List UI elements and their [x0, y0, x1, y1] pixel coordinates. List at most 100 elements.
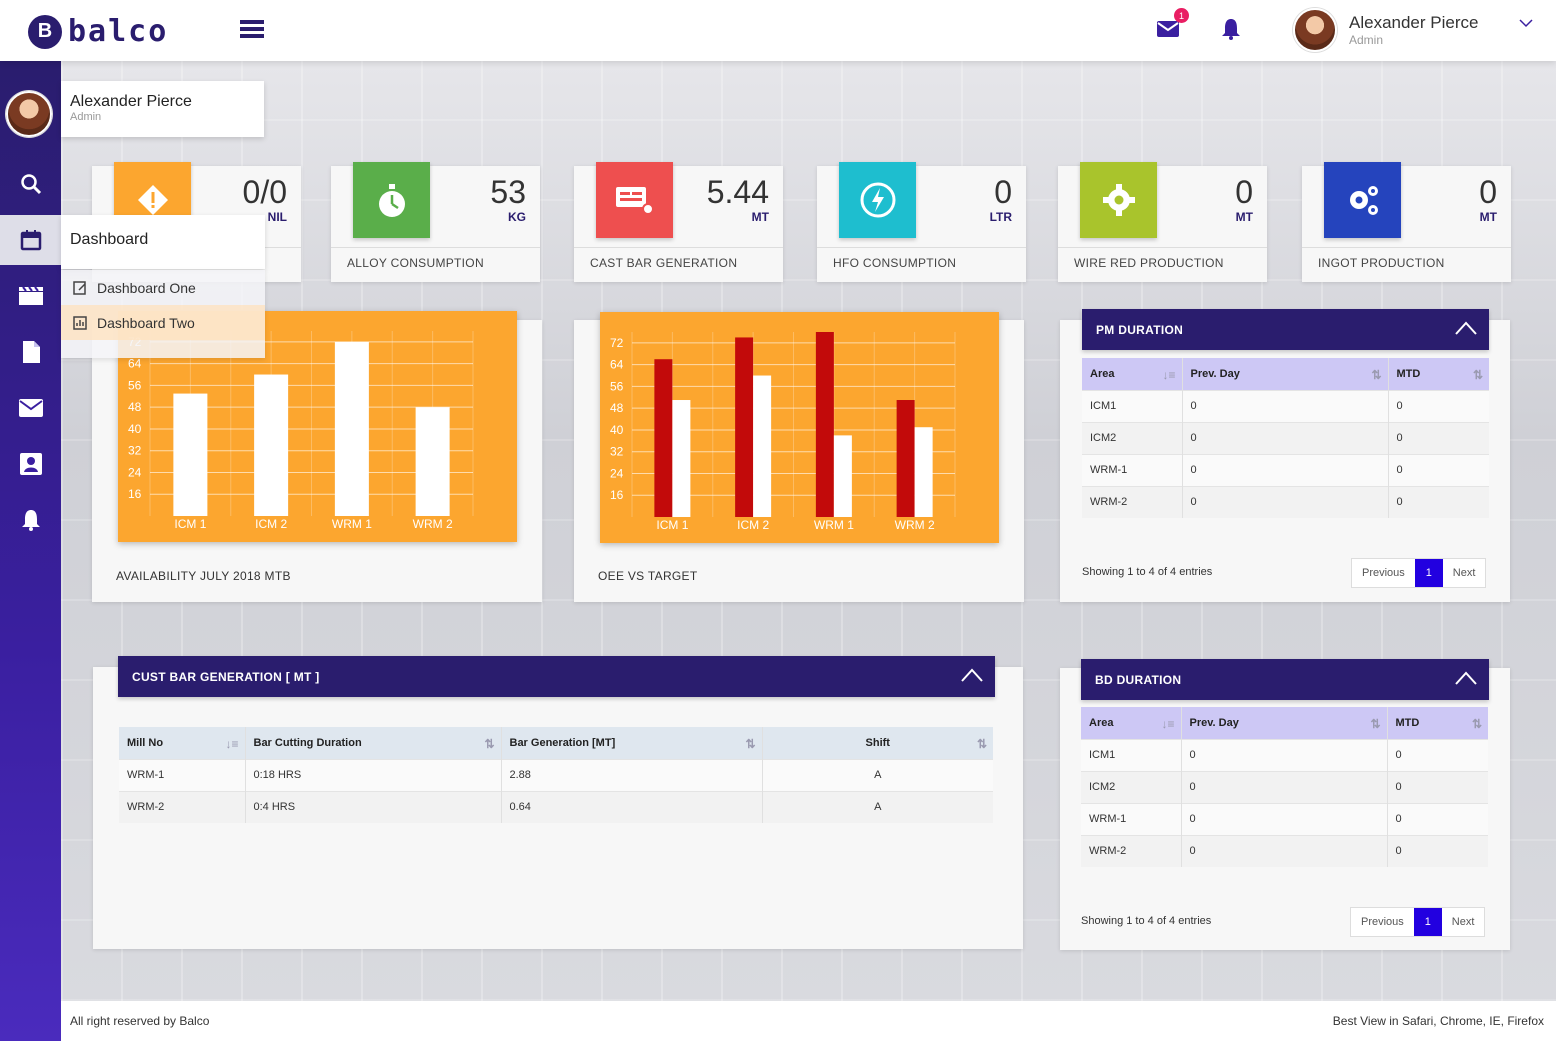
stat-value: 0 [994, 174, 1012, 211]
previous-button[interactable]: Previous [1352, 559, 1415, 587]
notification-bell-icon[interactable] [0, 495, 61, 545]
bar-availability[interactable] [416, 407, 450, 516]
stat-value: 5.44 [707, 174, 769, 211]
page-1-button[interactable]: 1 [1415, 559, 1443, 587]
dashboard-menu-title[interactable]: Dashboard [61, 215, 265, 269]
column-header[interactable]: Bar Cutting Duration ⇅ [245, 727, 501, 759]
y-tick-label: 48 [610, 401, 624, 415]
table-cell: WRM-1 [1082, 454, 1182, 486]
sort-icon[interactable]: ↓≡ [1162, 368, 1175, 382]
stat-unit: MT [1236, 210, 1253, 224]
y-tick-label: 16 [610, 488, 624, 502]
bar-availability[interactable] [335, 342, 369, 516]
column-header[interactable]: MTD ⇅ [1387, 707, 1488, 739]
panel-title: CUST BAR GENERATION [ MT ] [132, 670, 320, 684]
table-cell: 0 [1387, 803, 1488, 835]
bar-target[interactable] [915, 427, 933, 517]
sort-icon[interactable]: ⇅ [1370, 717, 1380, 731]
sort-icon[interactable]: ⇅ [1473, 368, 1483, 382]
column-header[interactable]: Bar Generation [MT] ⇅ [501, 727, 762, 759]
previous-button[interactable]: Previous [1351, 908, 1414, 936]
stat-label: ALLOY CONSUMPTION [331, 247, 540, 278]
bar-oee[interactable] [654, 359, 672, 517]
footer: All right reserved by Balco Best View in… [61, 1001, 1556, 1041]
x-tick-label: WRM 1 [332, 517, 372, 531]
profile-popover: Alexander Pierce Admin [61, 81, 264, 137]
table-cell: 0 [1388, 390, 1489, 422]
bar-target[interactable] [672, 400, 690, 517]
sidebar-avatar[interactable] [6, 91, 52, 137]
table-cell: ICM1 [1082, 390, 1182, 422]
footer-browser-note: Best View in Safari, Chrome, IE, Firefox [1333, 1014, 1544, 1028]
bar-oee[interactable] [735, 337, 753, 517]
table-cell: 0 [1181, 835, 1387, 867]
submenu-dashboard-two[interactable]: Dashboard Two [61, 305, 265, 340]
next-button[interactable]: Next [1443, 559, 1486, 587]
column-header[interactable]: Area ↓≡ [1082, 358, 1182, 390]
profile-role: Admin [70, 111, 255, 123]
envelope-icon[interactable] [0, 383, 61, 433]
column-header[interactable]: Prev. Day ⇅ [1181, 707, 1387, 739]
sort-icon[interactable]: ↓≡ [225, 737, 238, 751]
film-icon[interactable] [0, 271, 61, 321]
column-header[interactable]: Mill No ↓≡ [119, 727, 245, 759]
sort-icon[interactable]: ⇅ [745, 737, 755, 751]
bell-icon[interactable] [1218, 16, 1244, 42]
bar-oee[interactable] [897, 400, 915, 517]
table-cell: 0 [1181, 771, 1387, 803]
bar-availability[interactable] [173, 394, 207, 516]
sort-icon[interactable]: ⇅ [977, 737, 987, 751]
user-avatar [1293, 8, 1337, 52]
table-cell: A [762, 759, 993, 791]
chevron-up-icon[interactable] [1455, 321, 1477, 335]
column-header-label: Prev. Day [1190, 717, 1239, 729]
cust-bar-header: CUST BAR GENERATION [ MT ] [118, 656, 995, 697]
pm-duration-table: Area ↓≡ Prev. Day ⇅ MTD ⇅ ICM1 0 0 ICM2 0 0 WRM-1 0 0 W… [1082, 358, 1489, 518]
table-row: ICM1 0 0 [1081, 739, 1488, 771]
edit-doc-icon [73, 281, 87, 295]
column-header-label: Bar Cutting Duration [254, 737, 362, 749]
dashboard-submenu: Dashboard One Dashboard Two [61, 270, 265, 358]
table-cell: 0 [1387, 835, 1488, 867]
sort-icon[interactable]: ↓≡ [1161, 717, 1174, 731]
search-icon[interactable] [0, 159, 61, 209]
column-header[interactable]: Shift ⇅ [762, 727, 993, 759]
column-header[interactable]: Prev. Day ⇅ [1182, 358, 1388, 390]
mail-icon[interactable]: 1 [1155, 16, 1181, 42]
sort-icon[interactable]: ⇅ [1371, 368, 1381, 382]
bar-availability[interactable] [254, 375, 288, 516]
document-icon[interactable] [0, 327, 61, 377]
y-tick-label: 24 [128, 465, 142, 479]
table-header-row: Area ↓≡ Prev. Day ⇅ MTD ⇅ [1082, 358, 1489, 390]
calendar-icon[interactable] [0, 215, 61, 265]
bar-target[interactable] [834, 435, 852, 517]
contact-card-icon[interactable] [0, 439, 61, 489]
stat-value: 0 [1479, 174, 1497, 211]
page-1-button[interactable]: 1 [1414, 908, 1442, 936]
logo[interactable]: B balco [28, 14, 168, 49]
bar-target[interactable] [753, 376, 771, 517]
oee-chart-svg: 16 24 32 40 48 56 64 72 ICM 1 ICM 2 WRM 1 WRM 2 [600, 312, 999, 543]
table-cell: ICM1 [1081, 739, 1181, 771]
chevron-up-icon[interactable] [1455, 671, 1477, 685]
user-menu[interactable]: Alexander Pierce Admin [1293, 8, 1478, 52]
logo-mark: B [28, 15, 62, 49]
chevron-down-icon[interactable] [1518, 16, 1534, 35]
x-tick-label: WRM 2 [413, 517, 453, 531]
y-tick-label: 56 [128, 378, 142, 392]
column-header[interactable]: MTD ⇅ [1388, 358, 1489, 390]
sort-icon[interactable]: ⇅ [1472, 717, 1482, 731]
table-cell: ICM2 [1081, 771, 1181, 803]
submenu-dashboard-one[interactable]: Dashboard One [61, 270, 265, 305]
table-row: WRM-1 0 0 [1082, 454, 1489, 486]
mail-badge: 1 [1174, 8, 1189, 23]
menu-toggle-icon[interactable] [240, 20, 264, 38]
stat-unit: MT [752, 210, 769, 224]
next-button[interactable]: Next [1442, 908, 1485, 936]
table-cell: 0 [1388, 422, 1489, 454]
stat-unit: NIL [268, 210, 287, 224]
column-header[interactable]: Area ↓≡ [1081, 707, 1181, 739]
chevron-up-icon[interactable] [961, 668, 983, 682]
bar-oee[interactable] [816, 332, 834, 517]
sort-icon[interactable]: ⇅ [484, 737, 494, 751]
